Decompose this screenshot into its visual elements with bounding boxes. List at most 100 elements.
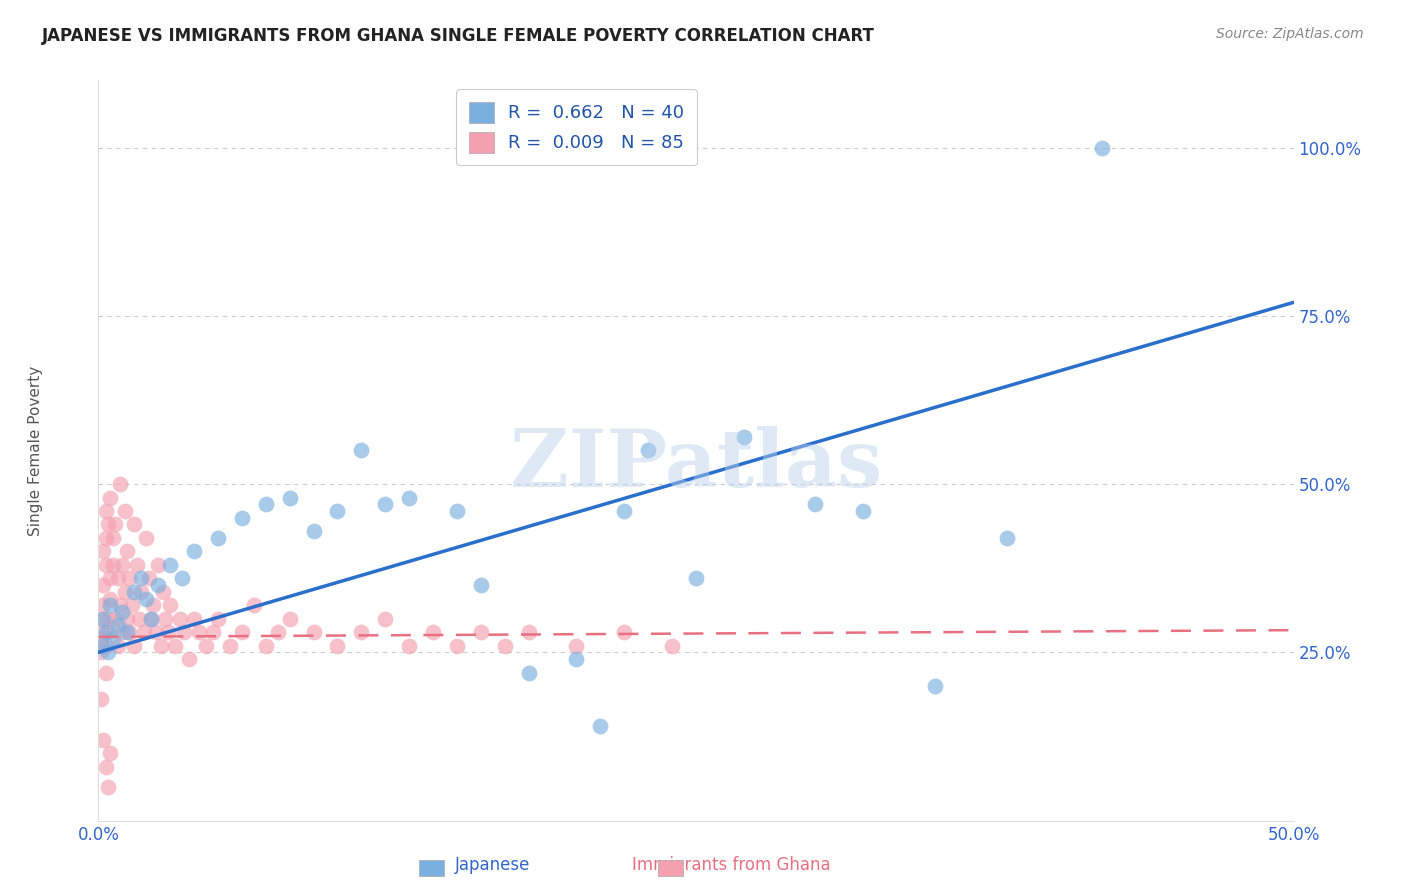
Point — [98, 591, 122, 606]
Point — [139, 612, 162, 626]
Point — [159, 558, 181, 572]
Point — [91, 578, 114, 592]
Point — [91, 612, 114, 626]
Point — [107, 618, 129, 632]
Point — [207, 531, 229, 545]
Point — [145, 625, 167, 640]
Point — [565, 652, 588, 666]
Point — [90, 612, 112, 626]
Point — [207, 612, 229, 626]
Point — [111, 605, 134, 619]
Point — [924, 679, 946, 693]
Point — [661, 639, 683, 653]
Point — [470, 578, 492, 592]
Point — [98, 747, 122, 761]
Point — [152, 584, 174, 599]
Point — [202, 625, 225, 640]
Point — [97, 780, 120, 794]
Point — [131, 584, 153, 599]
Point — [470, 625, 492, 640]
Point — [101, 531, 124, 545]
Point — [94, 639, 117, 653]
Point — [124, 517, 146, 532]
Point — [685, 571, 707, 585]
Point — [169, 612, 191, 626]
Point — [90, 645, 112, 659]
Point — [183, 612, 205, 626]
Point — [155, 612, 177, 626]
Point — [97, 517, 120, 532]
Point — [195, 639, 218, 653]
Point — [138, 571, 160, 585]
Point — [446, 639, 468, 653]
Text: ZIPatlas: ZIPatlas — [510, 426, 882, 504]
Point — [187, 625, 209, 640]
Point — [179, 652, 201, 666]
Point — [101, 558, 124, 572]
Point — [135, 531, 157, 545]
Point — [517, 665, 540, 680]
Point — [219, 639, 242, 653]
Point — [108, 477, 131, 491]
Point — [517, 625, 540, 640]
Point — [114, 584, 136, 599]
Point — [115, 625, 138, 640]
Point — [173, 625, 195, 640]
Point — [132, 625, 155, 640]
Point — [350, 625, 373, 640]
Point — [589, 719, 612, 733]
Point — [128, 612, 150, 626]
Point — [163, 639, 186, 653]
Point — [125, 558, 148, 572]
Point — [94, 558, 117, 572]
Point — [111, 558, 134, 572]
Text: Immigrants from Ghana: Immigrants from Ghana — [631, 855, 831, 873]
Point — [156, 625, 179, 640]
Point — [278, 612, 301, 626]
Point — [104, 612, 127, 626]
Point — [98, 599, 122, 613]
Point — [637, 443, 659, 458]
Point — [148, 558, 170, 572]
Point — [278, 491, 301, 505]
Point — [94, 665, 117, 680]
Point — [1091, 140, 1114, 154]
Point — [94, 760, 117, 774]
Point — [107, 571, 129, 585]
Point — [350, 443, 373, 458]
Point — [118, 571, 141, 585]
Point — [172, 571, 194, 585]
Point — [131, 571, 153, 585]
Point — [148, 578, 170, 592]
Point — [98, 491, 122, 505]
Point — [118, 625, 141, 640]
Point — [90, 639, 112, 653]
Point — [142, 599, 165, 613]
Point — [91, 625, 114, 640]
Point — [121, 599, 143, 613]
Point — [374, 612, 396, 626]
Point — [108, 599, 131, 613]
Point — [98, 571, 122, 585]
Point — [254, 639, 277, 653]
Point — [231, 625, 253, 640]
Point — [111, 625, 134, 640]
Point — [115, 544, 138, 558]
Point — [374, 497, 396, 511]
Point — [804, 497, 827, 511]
Point — [733, 430, 755, 444]
Point — [159, 599, 181, 613]
Text: JAPANESE VS IMMIGRANTS FROM GHANA SINGLE FEMALE POVERTY CORRELATION CHART: JAPANESE VS IMMIGRANTS FROM GHANA SINGLE… — [42, 27, 875, 45]
Point — [302, 625, 325, 640]
Y-axis label: Single Female Poverty: Single Female Poverty — [28, 366, 42, 535]
Point — [114, 504, 136, 518]
Point — [852, 504, 875, 518]
Point — [107, 639, 129, 653]
Point — [135, 591, 157, 606]
Point — [91, 732, 114, 747]
Point — [101, 632, 124, 646]
Point — [302, 524, 325, 539]
Point — [90, 692, 112, 706]
Point — [91, 544, 114, 558]
Point — [231, 510, 253, 524]
